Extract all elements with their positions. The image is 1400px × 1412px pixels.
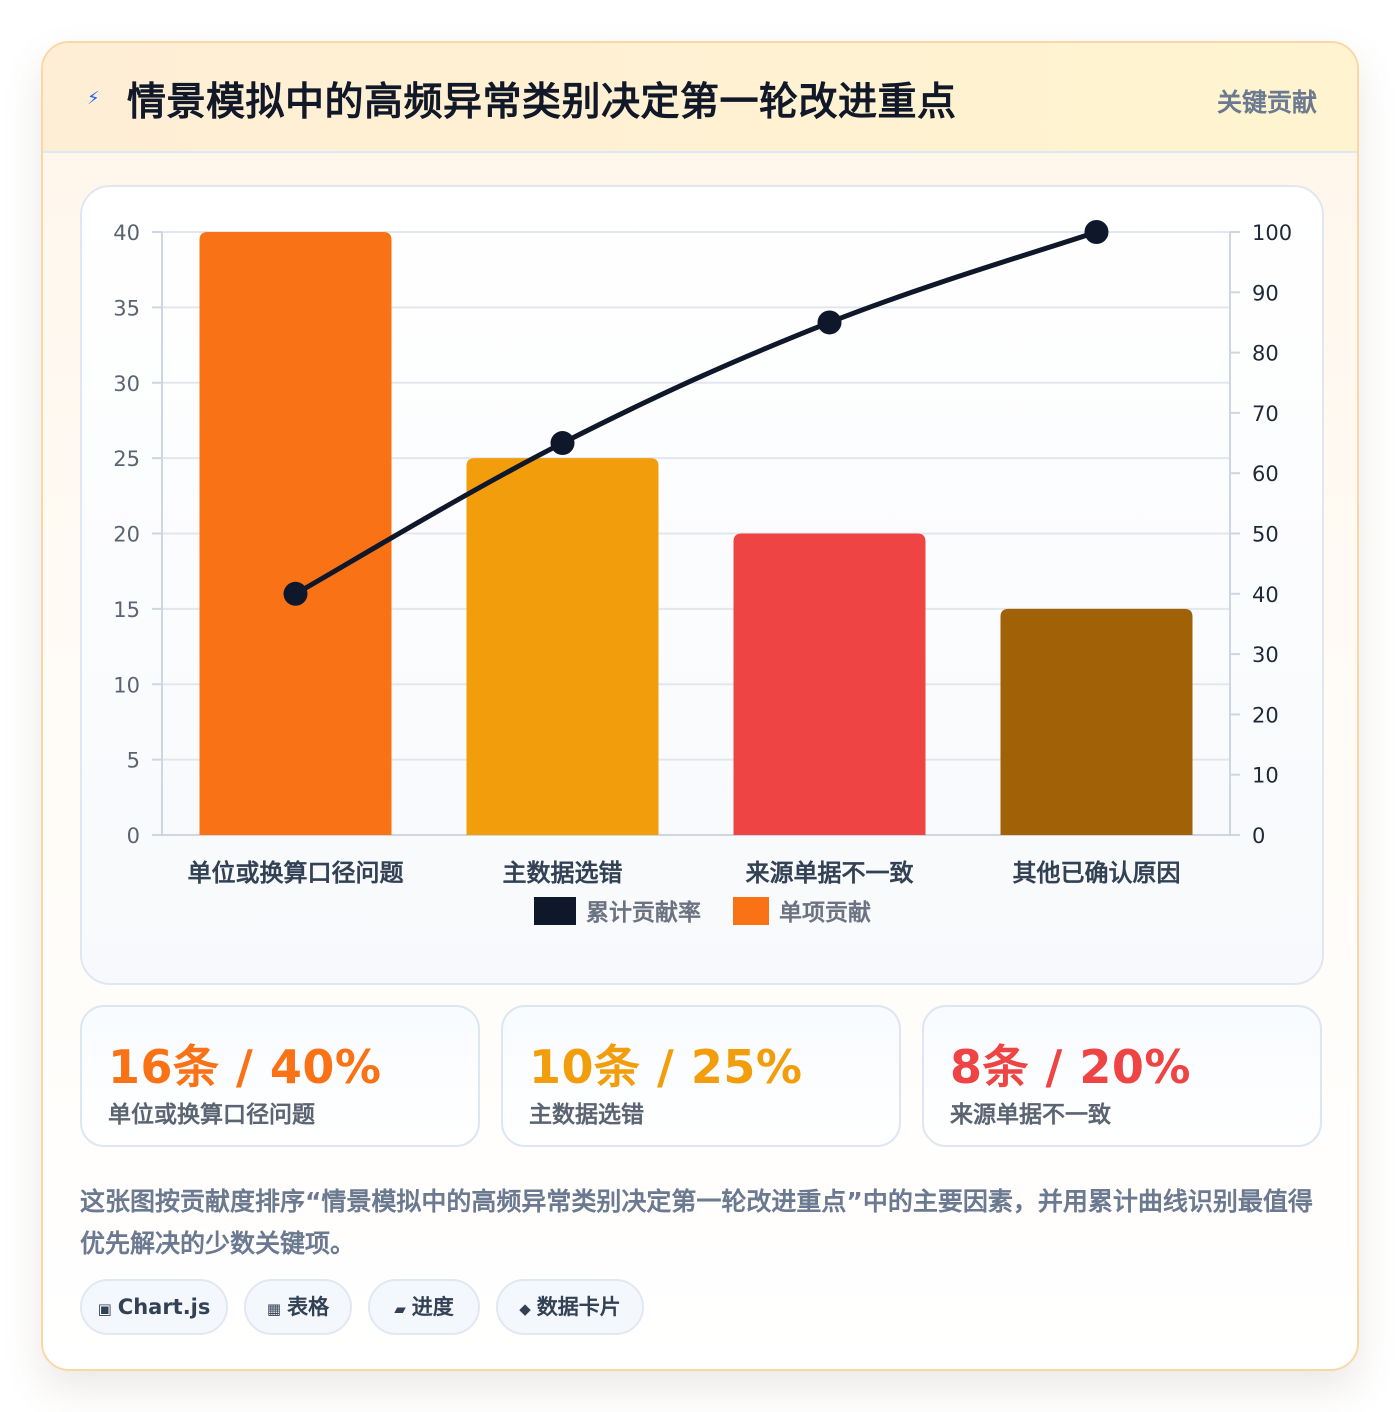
pareto-card: ⚡ 情景模拟中的高频异常类别决定第一轮改进重点 关键贡献 0 5 10 15 20 25 3… bbox=[41, 41, 1359, 1371]
cumulative-point bbox=[817, 310, 842, 335]
stat-value: 8条 / 20% bbox=[950, 1040, 1191, 1094]
y-tick-label-right: 30 bbox=[1252, 643, 1279, 667]
y-tick-label-right: 0 bbox=[1252, 824, 1265, 848]
card-header: ⚡ 情景模拟中的高频异常类别决定第一轮改进重点 关键贡献 bbox=[43, 43, 1357, 153]
cumulative-point bbox=[550, 431, 575, 456]
pareto-chart: 0 5 10 15 20 25 30 35 40 0 10 20 30 40 50 60 70 80 90 100 单位… bbox=[113, 220, 1292, 926]
stat-label: 来源单据不一致 bbox=[950, 1102, 1111, 1128]
y-tick-label-right: 80 bbox=[1252, 342, 1279, 366]
chart-panel: 0 5 10 15 20 25 30 35 40 0 10 20 30 40 50 60 70 80 90 100 单位… bbox=[80, 185, 1324, 985]
y-tick-label-right: 50 bbox=[1252, 523, 1279, 547]
chart-box-icon: ▣ bbox=[97, 1300, 112, 1318]
tag-label: Chart.js bbox=[117, 1295, 211, 1319]
y-tick-label-left: 40 bbox=[113, 221, 140, 245]
page-title: 情景模拟中的高频异常类别决定第一轮改进重点 bbox=[127, 80, 957, 125]
tag-table[interactable]: ▦ 表格 bbox=[244, 1279, 352, 1335]
table-icon: ▦ bbox=[266, 1300, 282, 1318]
stat-label: 单位或换算口径问题 bbox=[108, 1102, 315, 1128]
y-tick-label-left: 5 bbox=[127, 749, 140, 773]
header-tag: 关键贡献 bbox=[1216, 88, 1317, 117]
tag-chartjs[interactable]: ▣ Chart.js bbox=[80, 1279, 228, 1335]
stat-value: 16条 / 40% bbox=[108, 1040, 382, 1094]
y-tick-label-right: 100 bbox=[1252, 221, 1292, 245]
legend-label: 单项贡献 bbox=[779, 900, 871, 926]
tag-data-card[interactable]: ◆ 数据卡片 bbox=[496, 1279, 644, 1335]
lightning-icon: ⚡ bbox=[87, 88, 100, 109]
x-category-label: 其他已确认原因 bbox=[1013, 859, 1181, 887]
bar bbox=[733, 533, 926, 835]
progress-icon: ▰ bbox=[394, 1300, 406, 1318]
y-tick-label-right: 90 bbox=[1252, 281, 1279, 305]
stat-card: 8条 / 20% 来源单据不一致 bbox=[922, 1005, 1322, 1147]
y-tick-label-left: 30 bbox=[113, 372, 140, 396]
y-tick-label-left: 35 bbox=[113, 296, 140, 320]
x-category-label: 主数据选错 bbox=[503, 859, 623, 887]
y-tick-label-left: 20 bbox=[113, 523, 140, 547]
tag-label: 表格 bbox=[287, 1295, 330, 1319]
y-tick-label-right: 60 bbox=[1252, 462, 1279, 486]
y-tick-label-right: 40 bbox=[1252, 583, 1279, 607]
stat-value: 10条 / 25% bbox=[529, 1040, 803, 1094]
chart-description: 这张图按贡献度排序“情景模拟中的高频异常类别决定第一轮改进重点”中的主要因素，并… bbox=[80, 1187, 1313, 1258]
y-tick-label-left: 10 bbox=[113, 673, 140, 697]
legend-swatch bbox=[534, 897, 576, 925]
cumulative-point bbox=[1084, 220, 1109, 244]
legend-swatch bbox=[733, 897, 769, 925]
diamond-icon: ◆ bbox=[519, 1300, 531, 1318]
bar bbox=[466, 458, 659, 835]
bar bbox=[199, 232, 392, 835]
x-category-label: 单位或换算口径问题 bbox=[188, 859, 404, 887]
y-tick-label-left: 15 bbox=[113, 598, 140, 622]
stat-card: 16条 / 40% 单位或换算口径问题 bbox=[80, 1005, 480, 1147]
tag-label: 进度 bbox=[411, 1295, 454, 1319]
tag-progress[interactable]: ▰ 进度 bbox=[368, 1279, 480, 1335]
cumulative-point bbox=[283, 581, 308, 606]
y-tick-label-left: 0 bbox=[127, 824, 140, 848]
x-category-label: 来源单据不一致 bbox=[746, 859, 915, 887]
cumulative-line bbox=[294, 229, 1098, 596]
bar bbox=[1000, 608, 1193, 835]
tag-label: 数据卡片 bbox=[536, 1295, 621, 1319]
stat-label: 主数据选错 bbox=[529, 1102, 644, 1128]
y-tick-label-right: 10 bbox=[1252, 764, 1279, 788]
y-tick-label-left: 25 bbox=[113, 447, 140, 471]
stat-card: 10条 / 25% 主数据选错 bbox=[501, 1005, 901, 1147]
y-tick-label-right: 20 bbox=[1252, 703, 1279, 727]
legend-label: 累计贡献率 bbox=[586, 899, 701, 926]
y-tick-label-right: 70 bbox=[1252, 402, 1279, 426]
